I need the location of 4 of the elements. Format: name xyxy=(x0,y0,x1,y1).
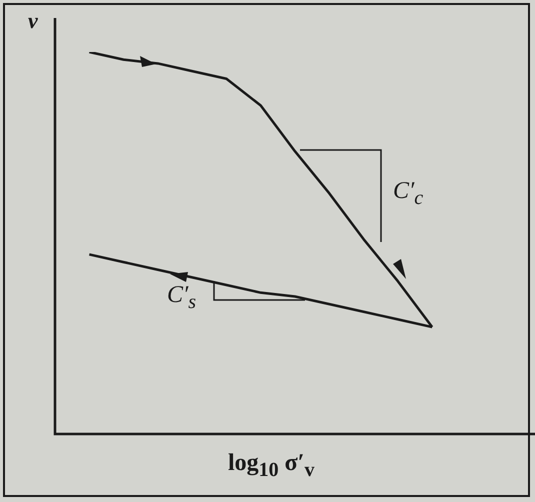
x-axis-title: log$_{10}$ σ′$_{v}$ xyxy=(228,450,314,482)
annotation: C′$_{s}$ xyxy=(167,282,196,314)
y-axis-title: v xyxy=(28,8,38,34)
annotation: C′$_{c}$ xyxy=(393,178,424,210)
